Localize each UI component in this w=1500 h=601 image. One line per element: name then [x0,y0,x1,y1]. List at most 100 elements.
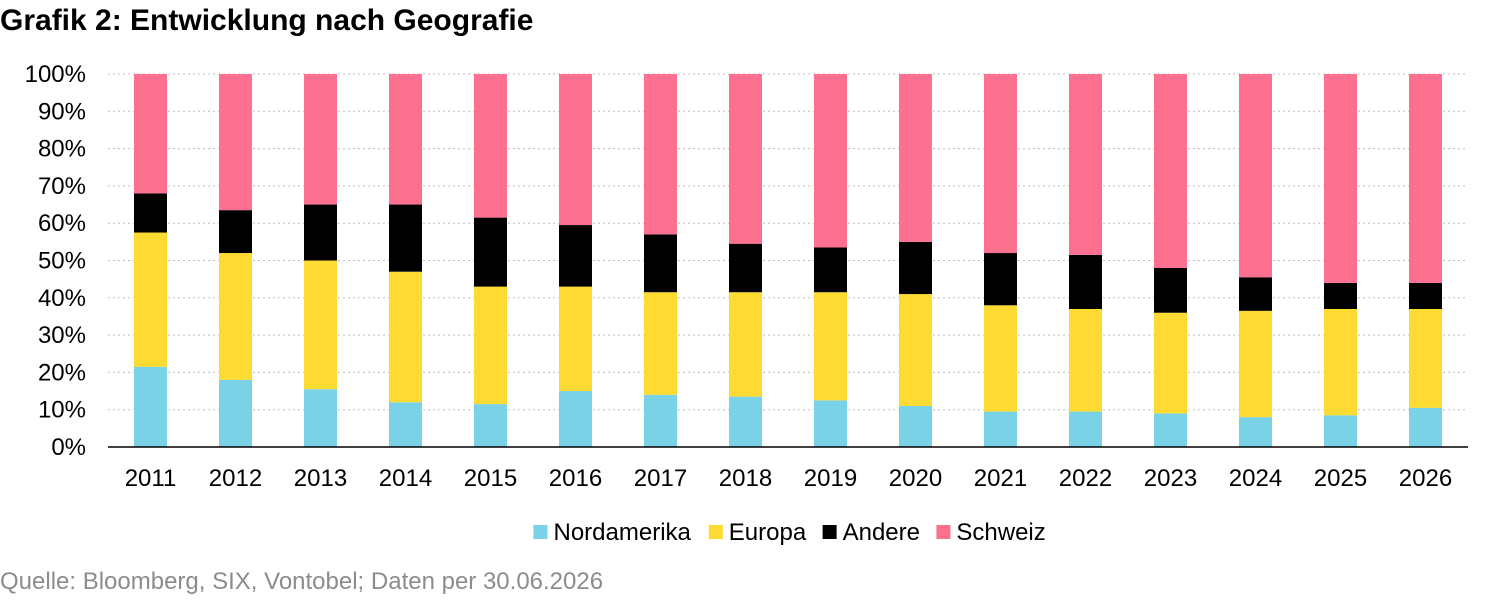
y-tick-label: 90% [38,98,86,125]
bar-segment-andere-2025 [1324,282,1357,309]
bar-segment-nordamerika-2025 [1324,415,1357,447]
bar-segment-nordamerika-2016 [559,391,592,447]
x-tick-label: 2014 [379,465,432,492]
bar-segment-europa-2014 [389,271,422,403]
bar-segment-andere-2024 [1239,277,1272,311]
y-tick-label: 60% [38,210,86,237]
legend-label-schweiz: Schweiz [956,519,1045,546]
bar-segment-europa-2021 [984,305,1017,412]
x-tick-label: 2018 [719,465,772,492]
x-tick-label: 2015 [464,465,517,492]
x-tick-label: 2011 [125,465,177,492]
bar-segment-europa-2019 [814,292,847,401]
x-tick-label: 2020 [889,465,942,492]
bars [134,74,1442,447]
source-note: Quelle: Bloomberg, SIX, Vontobel; Daten … [0,568,604,595]
legend-swatch-nordamerika [533,525,548,539]
bar-segment-nordamerika-2024 [1239,417,1272,447]
x-tick-label: 2025 [1314,465,1367,492]
bar-segment-europa-2011 [134,232,167,367]
bar-segment-schweiz-2026 [1409,74,1442,283]
bar-segment-nordamerika-2012 [219,379,252,447]
bar-segment-schweiz-2021 [984,74,1017,254]
legend-label-nordamerika: Nordamerika [554,519,692,546]
bar-segment-schweiz-2022 [1069,74,1102,255]
bar-segment-andere-2015 [474,217,507,287]
x-axis: 2011 2012 2013 2014 2015 2016 2017 2018 2019 2020… [108,446,1468,492]
bar-segment-andere-2017 [644,234,677,293]
bar-segment-europa-2015 [474,286,507,405]
bar-segment-andere-2014 [389,204,422,272]
x-tick-label: 2022 [1059,465,1112,492]
bar-segment-andere-2012 [219,210,252,254]
bar-segment-andere-2021 [984,253,1017,306]
legend-swatch-europa [708,525,723,539]
bar-segment-europa-2016 [559,286,592,392]
bar-segment-andere-2022 [1069,254,1102,309]
y-tick-label: 50% [38,248,86,275]
bar-segment-europa-2025 [1324,308,1357,416]
bar-segment-nordamerika-2011 [134,366,167,447]
bar-segment-schweiz-2013 [304,74,337,205]
legend-label-europa: Europa [729,519,807,546]
bar-segment-andere-2026 [1409,282,1442,309]
legend-label-andere: Andere [843,519,920,546]
x-tick-label: 2013 [294,465,347,492]
bar-segment-andere-2011 [134,193,167,233]
bar-segment-nordamerika-2021 [984,411,1017,447]
y-tick-label: 0% [51,434,86,461]
legend-swatch-andere [822,525,837,539]
bar-segment-europa-2013 [304,260,337,390]
bar-segment-schweiz-2017 [644,74,677,235]
bar-segment-nordamerika-2019 [814,400,847,447]
bar-segment-europa-2018 [729,292,762,397]
bar-segment-nordamerika-2022 [1069,411,1102,447]
bar-segment-andere-2016 [559,225,592,287]
x-tick-label: 2023 [1144,465,1197,492]
y-tick-label: 30% [38,322,86,349]
x-tick-label: 2017 [634,465,687,492]
bar-segment-nordamerika-2018 [729,396,762,447]
bar-segment-nordamerika-2014 [389,402,422,447]
bar-segment-andere-2023 [1154,267,1187,313]
bar-segment-schweiz-2023 [1154,74,1187,268]
y-tick-label: 70% [38,173,86,200]
y-tick-label: 100% [25,61,86,88]
bar-segment-schweiz-2011 [134,74,167,194]
bar-segment-europa-2022 [1069,308,1102,412]
bar-segment-nordamerika-2013 [304,389,337,447]
x-tick-label: 2016 [549,465,602,492]
bar-segment-schweiz-2025 [1324,74,1357,283]
bar-segment-schweiz-2019 [814,74,847,248]
bar-segment-nordamerika-2017 [644,394,677,447]
bar-segment-europa-2017 [644,292,677,395]
x-tick-label: 2026 [1399,465,1452,492]
chart-title: Grafik 2: Entwicklung nach Geografie [0,4,534,37]
bar-segment-europa-2026 [1409,308,1442,408]
bar-segment-schweiz-2012 [219,74,252,211]
bar-segment-europa-2024 [1239,310,1272,418]
y-axis: 0% 10% 20% 30% 40% 50% 60% 70% 80% 90% 100% [25,61,86,461]
bar-segment-europa-2023 [1154,312,1187,414]
bar-segment-schweiz-2024 [1239,74,1272,278]
y-tick-label: 10% [38,397,86,424]
legend: Nordamerika Europa Andere Schweiz [533,519,1046,546]
bar-segment-schweiz-2015 [474,74,507,218]
y-tick-label: 40% [38,285,86,312]
bar-segment-nordamerika-2026 [1409,407,1442,447]
bar-segment-schweiz-2020 [899,74,932,242]
bar-segment-nordamerika-2023 [1154,413,1187,447]
bar-segment-andere-2019 [814,247,847,293]
bar-segment-andere-2020 [899,241,932,295]
y-tick-label: 80% [38,136,86,163]
bar-segment-nordamerika-2020 [899,405,932,447]
bar-segment-andere-2018 [729,243,762,293]
x-tick-label: 2019 [804,465,857,492]
bar-segment-europa-2020 [899,294,932,406]
bar-segment-andere-2013 [304,204,337,261]
y-tick-label: 20% [38,359,86,386]
bar-segment-schweiz-2014 [389,74,422,205]
legend-swatch-schweiz [936,525,951,539]
x-tick-label: 2024 [1229,465,1282,492]
